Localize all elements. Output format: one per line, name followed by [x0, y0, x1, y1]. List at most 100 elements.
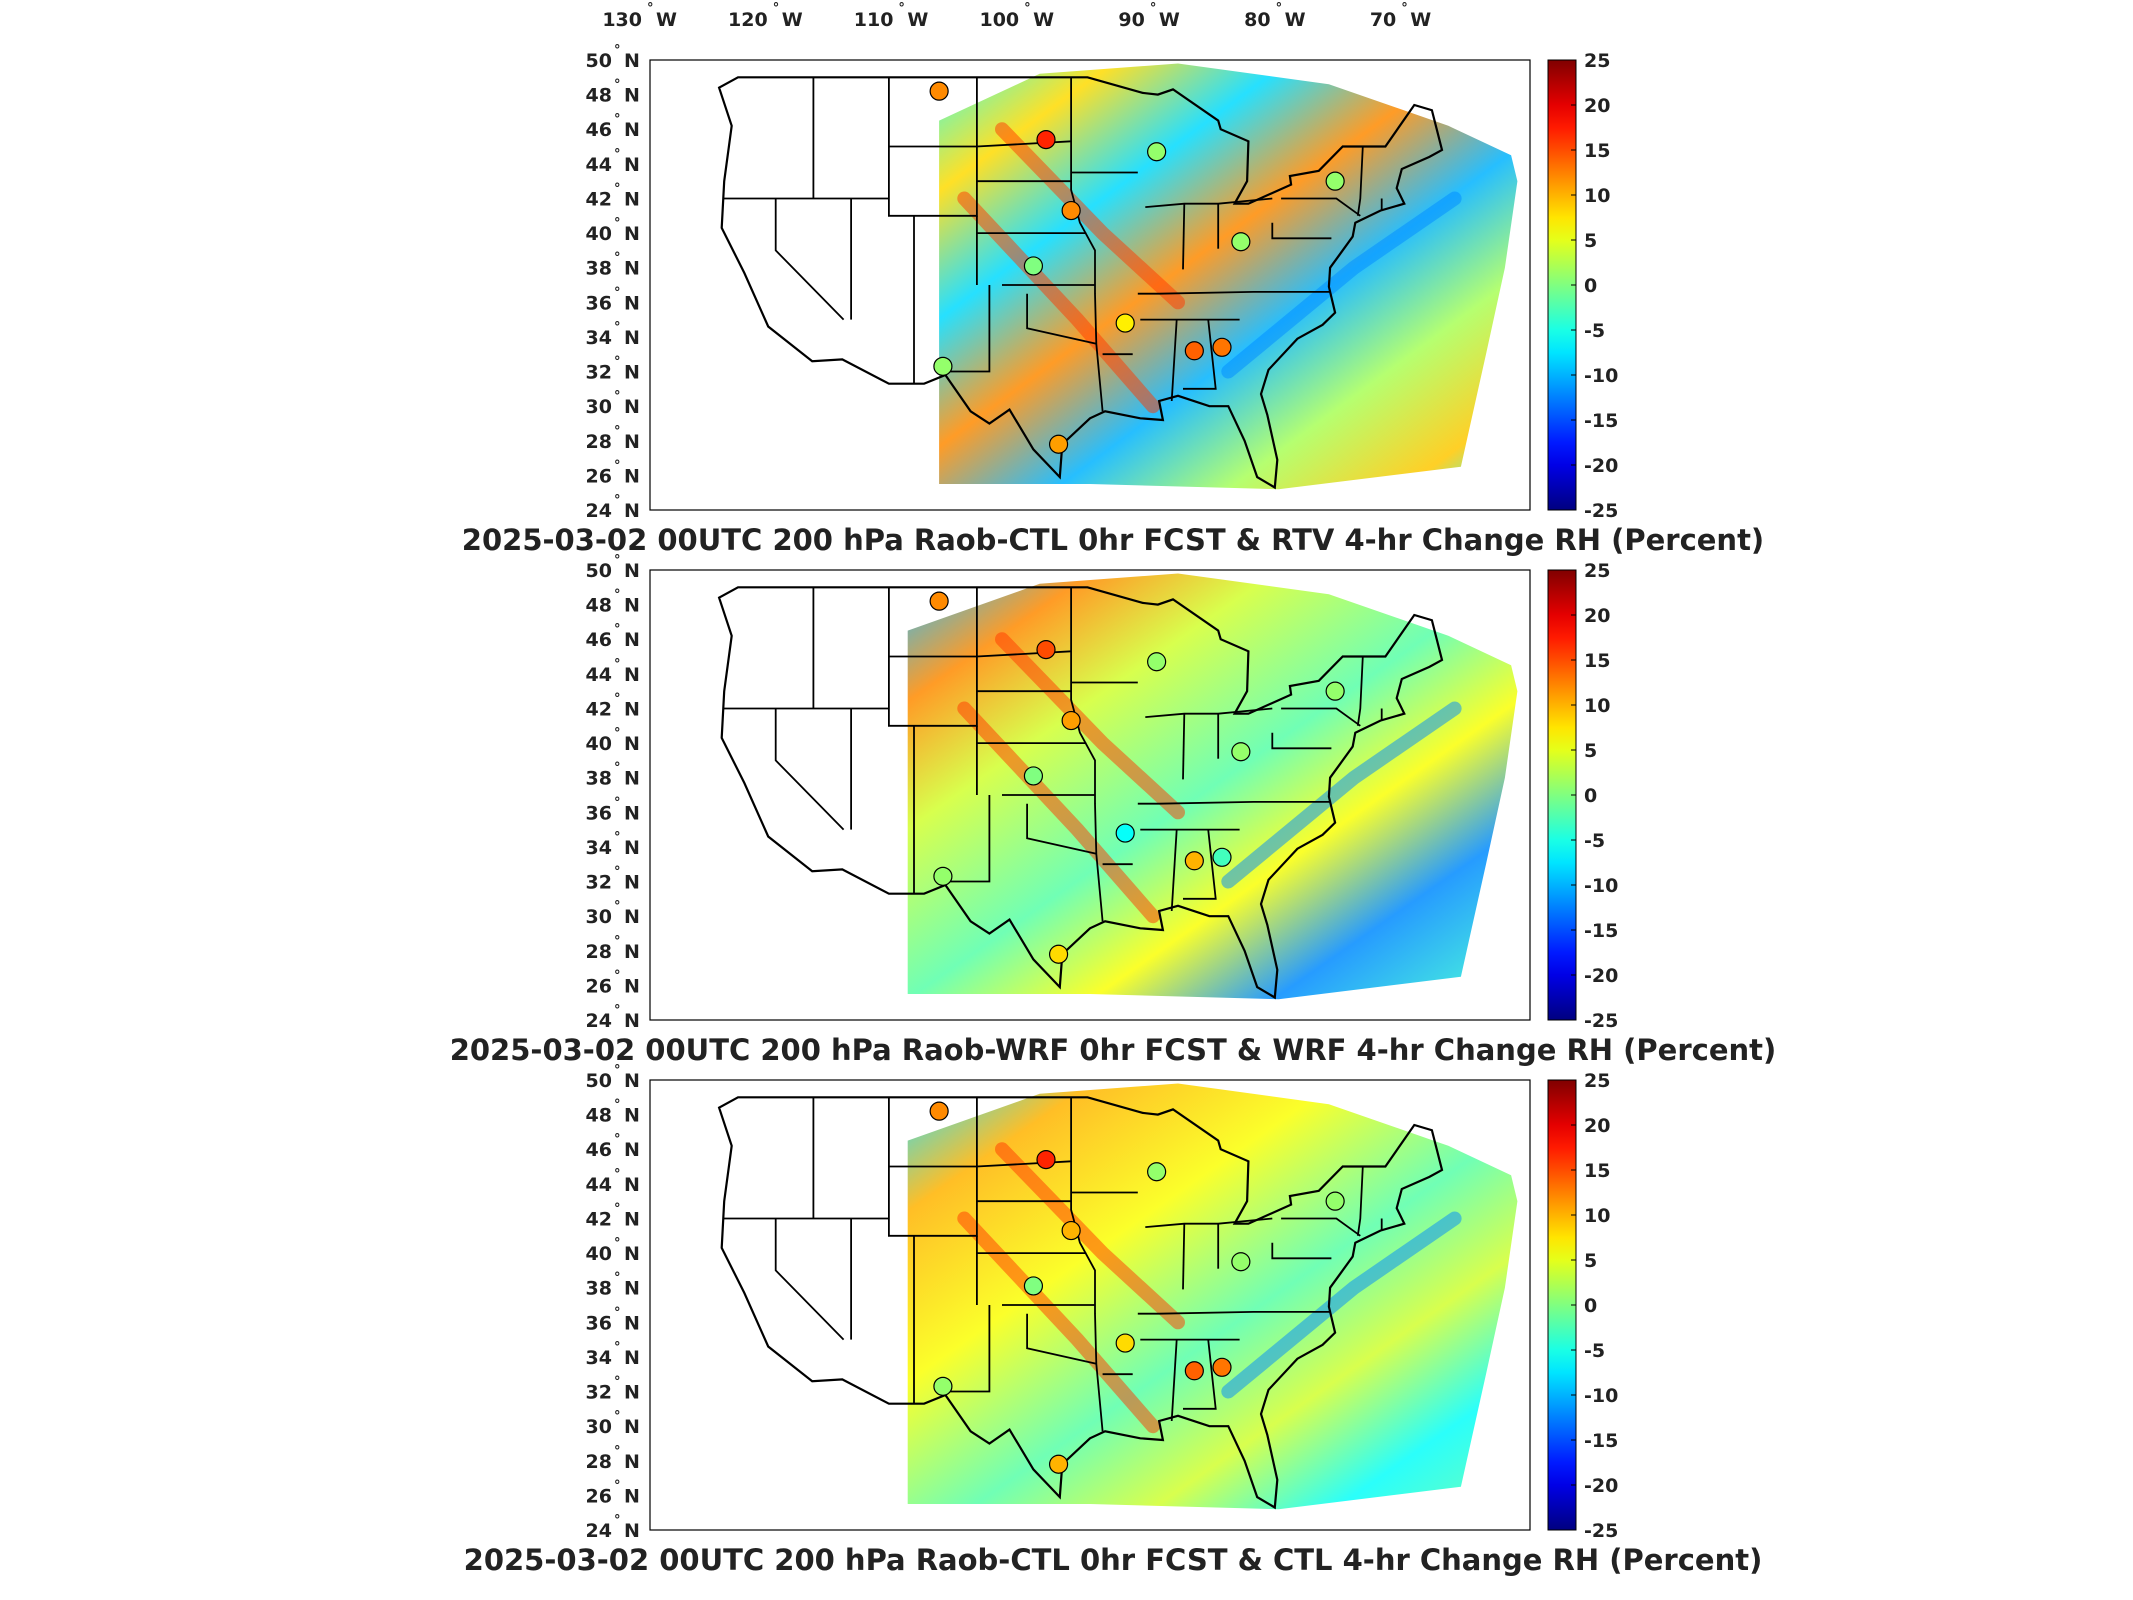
lon-unit: W: [907, 9, 928, 31]
lat-tick-label: 36: [586, 802, 612, 824]
raob-station-marker: [1231, 232, 1251, 252]
degree-mark: °: [614, 622, 621, 637]
degree-mark: °: [898, 1, 905, 16]
colorbar-tick-label: 15: [1584, 140, 1610, 162]
colorbar-tick-label: 15: [1584, 650, 1610, 672]
colorbar-tick-label: 10: [1584, 695, 1610, 717]
colorbar-tick-label: 5: [1584, 740, 1597, 762]
degree-mark: °: [614, 493, 621, 508]
state-boundary: [1170, 829, 1178, 912]
state-boundary: [944, 1305, 991, 1393]
us-coastline-border: [717, 586, 1444, 1000]
state-boundary: [1271, 1242, 1332, 1260]
lat-tick-label: 36: [586, 292, 612, 314]
lat-unit: N: [624, 327, 640, 349]
raob-station-marker: [1184, 341, 1204, 361]
state-boundary: [774, 708, 845, 831]
degree-mark: °: [1150, 1, 1157, 16]
raob-station-marker: [1212, 847, 1232, 867]
raob-station-marker: [1023, 1276, 1044, 1296]
rh-change-feature: [995, 1142, 1185, 1330]
degree-mark: °: [614, 147, 621, 162]
state-boundary: [1182, 1223, 1186, 1290]
lat-unit: N: [624, 85, 640, 107]
lat-unit: N: [624, 223, 640, 245]
raob-station-marker: [1061, 710, 1081, 731]
degree-mark: °: [614, 181, 621, 196]
degree-mark: °: [1024, 1, 1031, 16]
rh-change-feature: [957, 191, 1160, 414]
lat-tick-label: 32: [586, 872, 612, 894]
state-boundary: [1356, 146, 1364, 216]
degree-mark: °: [614, 355, 621, 370]
lat-unit: N: [624, 1070, 640, 1092]
lat-unit: N: [624, 698, 640, 720]
colorbar-tick-label: 20: [1584, 95, 1610, 117]
degree-mark: °: [614, 43, 621, 58]
degree-mark: °: [614, 389, 621, 404]
lat-unit: N: [624, 872, 640, 894]
state-boundary: [976, 140, 1072, 148]
lat-unit: N: [624, 465, 640, 487]
lat-tick-label: 24: [586, 1520, 612, 1542]
degree-mark: °: [614, 285, 621, 300]
state-boundaries: [722, 1097, 1383, 1432]
lat-tick-label: 24: [586, 500, 612, 522]
raob-station-marker: [1212, 1357, 1232, 1377]
colorbar-tick-label: -20: [1584, 1475, 1618, 1497]
map-frame: [649, 1079, 1531, 1531]
lat-unit: N: [624, 906, 640, 928]
raob-station-marker: [1036, 640, 1056, 660]
lat-unit: N: [624, 188, 640, 210]
colorbar-tick-label: -10: [1584, 875, 1618, 897]
lat-tick-label: 28: [586, 1451, 612, 1473]
degree-mark: °: [614, 424, 621, 439]
colorbar-tick-label: -20: [1584, 965, 1618, 987]
lat-unit: N: [624, 500, 640, 522]
lat-tick-label: 46: [586, 1139, 612, 1161]
colorbar-tick-label: 0: [1584, 785, 1597, 807]
rh-change-feature: [957, 701, 1160, 924]
rh-change-feature: [1221, 1211, 1462, 1399]
lat-unit: N: [624, 560, 640, 582]
degree-mark: °: [614, 726, 621, 741]
lon-tick-label: 70: [1370, 9, 1396, 31]
lat-tick-label: 26: [586, 975, 612, 997]
rh-change-feature: [1221, 191, 1462, 379]
lat-tick-label: 30: [586, 906, 612, 928]
colorbar-tick-label: -25: [1584, 500, 1618, 522]
degree-mark: °: [614, 1375, 621, 1390]
latitude-tick-labels: 50 ° N48 ° N46 ° N44 ° N42 ° N40 ° N38 ° N36 ° N34 ° N32 ° N…: [586, 553, 640, 1032]
colorbar-tick-label: 5: [1584, 230, 1597, 252]
lon-tick-label: 80: [1244, 9, 1270, 31]
degree-mark: °: [614, 78, 621, 93]
lat-unit: N: [624, 1347, 640, 1369]
state-boundary: [1145, 1217, 1273, 1228]
state-boundary: [1170, 1339, 1178, 1422]
lat-unit: N: [624, 50, 640, 72]
lat-tick-label: 46: [586, 119, 612, 141]
state-boundary: [1183, 1339, 1217, 1410]
lat-unit: N: [624, 664, 640, 686]
colorbar-tick-label: 0: [1584, 275, 1597, 297]
raob-station-marker: [1231, 1252, 1251, 1272]
raob-station-marker: [1048, 1454, 1069, 1474]
state-boundary: [1026, 803, 1097, 855]
lat-unit: N: [624, 431, 640, 453]
rh-change-feature: [995, 632, 1185, 820]
degree-mark: °: [1401, 1, 1408, 16]
lat-tick-label: 40: [586, 733, 612, 755]
lat-unit: N: [624, 1382, 640, 1404]
map-frame: [649, 59, 1531, 511]
map-plot-area: [650, 570, 1530, 1020]
rh-change-field: [907, 573, 1518, 1000]
state-boundary: [1026, 293, 1097, 345]
raob-stations: [929, 81, 1345, 454]
lat-tick-label: 36: [586, 1312, 612, 1334]
lat-tick-label: 26: [586, 465, 612, 487]
lat-unit: N: [624, 1174, 640, 1196]
rh-change-feature: [957, 1211, 1160, 1434]
lat-tick-label: 48: [586, 595, 612, 617]
lat-tick-label: 34: [586, 327, 612, 349]
lon-tick-label: 120: [728, 9, 768, 31]
